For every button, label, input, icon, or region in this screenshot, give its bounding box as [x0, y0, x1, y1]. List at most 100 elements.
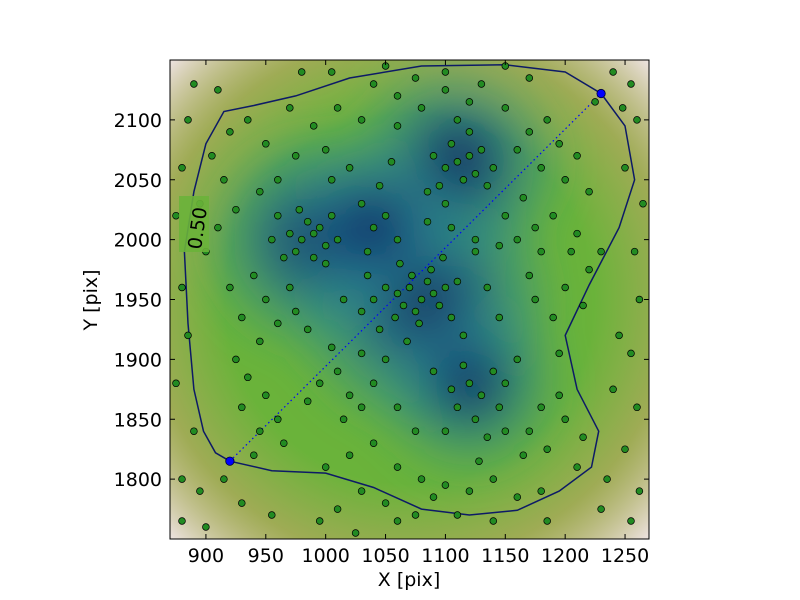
- scatter-point-49: [489, 164, 498, 172]
- scatter-point-8: [399, 301, 408, 310]
- scatter-point-234: [357, 403, 366, 412]
- scatter-point-126: [369, 439, 378, 447]
- scatter-point-230: [471, 235, 480, 244]
- scatter-point-101: [537, 164, 545, 172]
- scatter-point-70: [483, 433, 492, 441]
- scatter-point-16: [369, 295, 378, 304]
- scatter-point-63: [477, 391, 486, 400]
- scatter-point-206: [471, 247, 480, 256]
- scatter-points: [172, 62, 647, 537]
- scatter-point-144: [232, 355, 240, 364]
- x-tick-label-1000: 1000: [301, 545, 349, 567]
- x-tick-label-1100: 1100: [421, 545, 469, 567]
- scatter-point-223: [220, 475, 228, 483]
- scatter-point-159: [333, 104, 342, 112]
- scatter-point-99: [495, 241, 504, 250]
- scatter-point-42: [459, 176, 468, 184]
- scatter-point-133: [411, 511, 420, 519]
- scatter-point-187: [627, 80, 635, 88]
- scatter-point-226: [315, 517, 324, 525]
- scatter-point-5: [393, 289, 402, 298]
- y-tick-label-2050: 2050: [114, 170, 162, 192]
- scatter-point-113: [597, 247, 605, 256]
- scatter-point-64: [453, 403, 462, 412]
- scatter-point-170: [465, 98, 474, 106]
- scatter-point-196: [635, 487, 644, 495]
- scatter-point-201: [609, 385, 617, 394]
- y-tick-label-1950: 1950: [114, 290, 162, 312]
- scatter-point-30: [286, 229, 294, 238]
- y-axis-label: Y [pix]: [80, 269, 102, 331]
- scatter-point-15: [396, 259, 404, 268]
- scatter-point-137: [333, 505, 342, 513]
- scatter-point-106: [573, 152, 581, 160]
- scatter-point-3: [411, 307, 420, 316]
- x-tick-label-950: 950: [248, 545, 284, 567]
- y-axis-ticks: 1800 1850 1900 1950 2000 2050 2100: [114, 110, 649, 491]
- scatter-point-84: [339, 415, 348, 424]
- scatter-point-134: [357, 487, 366, 495]
- x-tick-label-1200: 1200: [541, 545, 589, 567]
- scatter-point-23: [363, 271, 372, 280]
- scatter-point-219: [297, 68, 306, 76]
- scatter-point-52: [483, 181, 492, 190]
- scatter-point-37: [321, 259, 330, 268]
- scatter-point-24: [297, 235, 306, 244]
- scatter-point-60: [387, 158, 396, 166]
- scatter-point-117: [555, 391, 563, 400]
- scatter-point-51: [453, 116, 462, 124]
- scatter-point-212: [393, 403, 402, 412]
- dotted-line: [229, 93, 602, 462]
- scatter-point-96: [537, 247, 545, 256]
- line-endpoint-1: [596, 88, 606, 99]
- scatter-point-22: [357, 307, 366, 316]
- scatter-point-152: [226, 128, 234, 136]
- scatter-point-199: [603, 475, 611, 483]
- scatter-point-115: [531, 295, 539, 304]
- scatter-point-220: [441, 68, 450, 76]
- y-tick-label-2000: 2000: [114, 230, 162, 252]
- scatter-point-175: [214, 86, 222, 94]
- scatter-point-4: [423, 277, 432, 286]
- scatter-point-81: [327, 343, 336, 352]
- scatter-point-171: [178, 164, 186, 172]
- scatter-point-27: [303, 217, 312, 226]
- scatter-point-67: [459, 361, 468, 370]
- scatter-point-123: [579, 433, 587, 441]
- scatter-point-172: [184, 116, 192, 124]
- scatter-point-7: [408, 271, 416, 280]
- scatter-point-158: [309, 122, 318, 130]
- scatter-point-0: [417, 295, 426, 304]
- scatter-point-208: [339, 295, 348, 304]
- line-endpoint-0: [225, 456, 235, 466]
- scatter-point-33: [309, 253, 318, 262]
- scatter-point-214: [226, 283, 234, 292]
- x-axis-ticks: 900 950 1000 1050 1100 1150 1200 1250: [188, 60, 649, 567]
- scatter-point-118: [525, 427, 534, 435]
- scatter-point-76: [475, 457, 483, 465]
- scatter-point-224: [543, 517, 551, 525]
- scatter-point-127: [393, 463, 402, 471]
- scatter-point-173: [172, 211, 180, 220]
- scatter-point-92: [238, 313, 246, 322]
- scatter-point-13: [391, 313, 399, 322]
- scatter-point-217: [525, 74, 534, 82]
- scatter-point-103: [525, 128, 534, 136]
- scatter-point-21: [459, 331, 468, 340]
- scatter-point-153: [244, 116, 252, 124]
- scatter-point-88: [256, 337, 264, 346]
- scatter-point-179: [190, 427, 198, 435]
- scatter-point-43: [447, 140, 456, 148]
- scatter-point-156: [256, 187, 264, 196]
- scatter-point-9: [441, 283, 450, 292]
- scatter-point-77: [333, 367, 342, 376]
- scatter-point-74: [429, 367, 438, 376]
- scatter-point-197: [627, 517, 635, 525]
- scatter-point-38: [268, 235, 276, 244]
- scatter-point-2: [429, 289, 438, 298]
- scatter-point-114: [567, 247, 575, 256]
- scatter-point-94: [531, 223, 539, 232]
- x-tick-label-1050: 1050: [361, 545, 409, 567]
- scatter-point-87: [286, 283, 294, 292]
